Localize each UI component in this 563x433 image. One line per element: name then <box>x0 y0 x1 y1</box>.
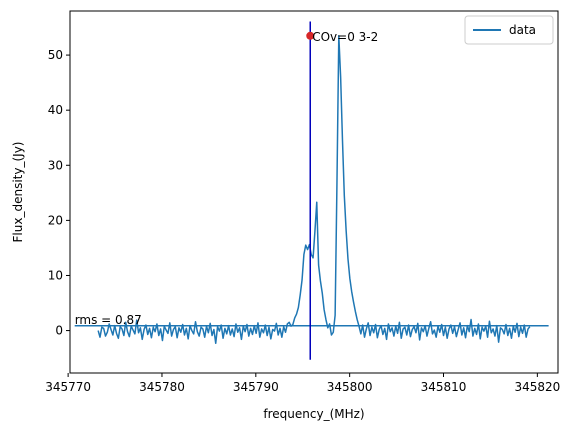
y-axis-ticks: 0 10 20 30 40 50 <box>48 48 70 338</box>
x-axis-ticks: 345770 345780 345790 345800 345810 345820 <box>45 373 560 394</box>
legend: data <box>464 15 554 45</box>
x-tick-label: 345810 <box>421 380 467 394</box>
peak-label: COv=0 3-2 <box>312 30 378 44</box>
y-tick-label: 50 <box>48 48 63 62</box>
x-axis-label: frequency_(MHz) <box>263 407 364 421</box>
legend-label: data <box>509 23 536 37</box>
plot-background <box>70 11 558 373</box>
x-tick-label: 345790 <box>233 380 279 394</box>
y-tick-label: 20 <box>48 213 63 227</box>
rms-label: rms = 0.87 <box>75 313 142 327</box>
y-tick-label: 0 <box>55 324 63 338</box>
x-tick-label: 345770 <box>45 380 91 394</box>
series-line-data <box>97 35 531 344</box>
y-tick-label: 40 <box>48 103 63 117</box>
x-tick-label: 345780 <box>139 380 185 394</box>
legend-box <box>464 15 554 45</box>
peak-point <box>306 31 315 40</box>
y-tick-label: 10 <box>48 268 63 282</box>
data-layer <box>74 21 549 360</box>
y-axis-label: Flux_density_(Jy) <box>11 142 25 243</box>
x-tick-label: 345800 <box>327 380 373 394</box>
plot-frame <box>69 10 559 374</box>
x-tick-label: 345820 <box>514 380 560 394</box>
annotation-layer: COv=0 3-2 rms = 0.87 <box>75 30 379 327</box>
y-tick-label: 30 <box>48 158 63 172</box>
